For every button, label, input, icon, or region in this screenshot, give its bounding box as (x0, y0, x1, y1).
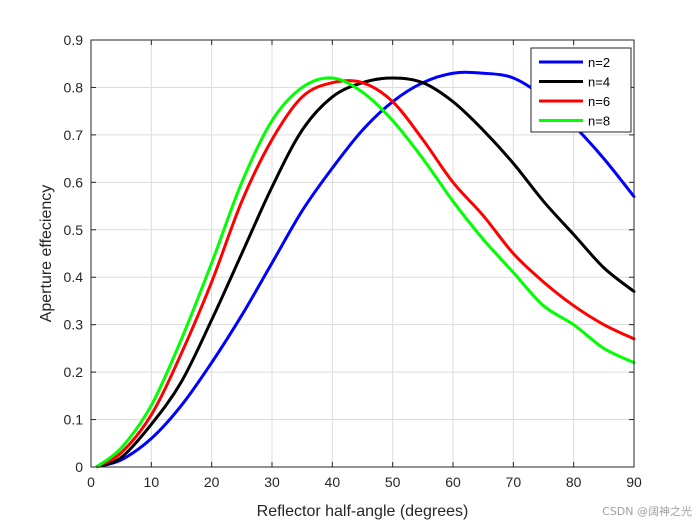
legend-label: n=2 (588, 55, 610, 70)
y-tick-label: 0.5 (64, 222, 84, 238)
x-tick-label: 50 (385, 474, 401, 490)
y-tick-label: 0.2 (64, 364, 84, 380)
x-tick-label: 20 (204, 474, 220, 490)
series-line-n6 (95, 79, 636, 469)
x-tick-label: 90 (626, 474, 642, 490)
y-tick-label: 0.6 (64, 174, 84, 190)
x-tick-label: 40 (325, 474, 341, 490)
x-axis-label: Reflector half-angle (degrees) (257, 503, 469, 520)
x-tick-label: 60 (445, 474, 461, 490)
legend-label: n=4 (588, 75, 610, 90)
legend-label: n=6 (588, 94, 610, 109)
x-tick-label: 70 (506, 474, 522, 490)
y-axis-label: Aperture effeciency (38, 185, 55, 323)
y-tick-label: 0.8 (64, 79, 84, 95)
y-tick-label: 0.1 (64, 412, 84, 428)
y-tick-label: 0.4 (64, 269, 84, 285)
y-tick-label: 0 (75, 459, 83, 475)
series-line-n8 (95, 76, 636, 469)
x-tick-label: 80 (566, 474, 582, 490)
series-layer (95, 70, 636, 469)
legend-label: n=8 (588, 114, 610, 129)
x-tick-label: 0 (87, 474, 95, 490)
x-tick-label: 10 (144, 474, 160, 490)
y-tick-label: 0.3 (64, 317, 84, 333)
y-tick-label: 0.9 (64, 32, 84, 48)
plot-frame (90, 39, 635, 468)
x-tick-label: 30 (264, 474, 280, 490)
y-tick-label: 0.7 (64, 127, 84, 143)
series-line-n4 (95, 76, 636, 469)
legend: n=2 n=4 n=6 n=8 (530, 47, 632, 133)
watermark-text: CSDN @阔神之光 (602, 505, 692, 518)
ticks: 0 10 20 30 40 50 60 70 80 90 0 0.1 0.2 0.3 0.4 0.5 0.6 0.… (64, 32, 642, 490)
